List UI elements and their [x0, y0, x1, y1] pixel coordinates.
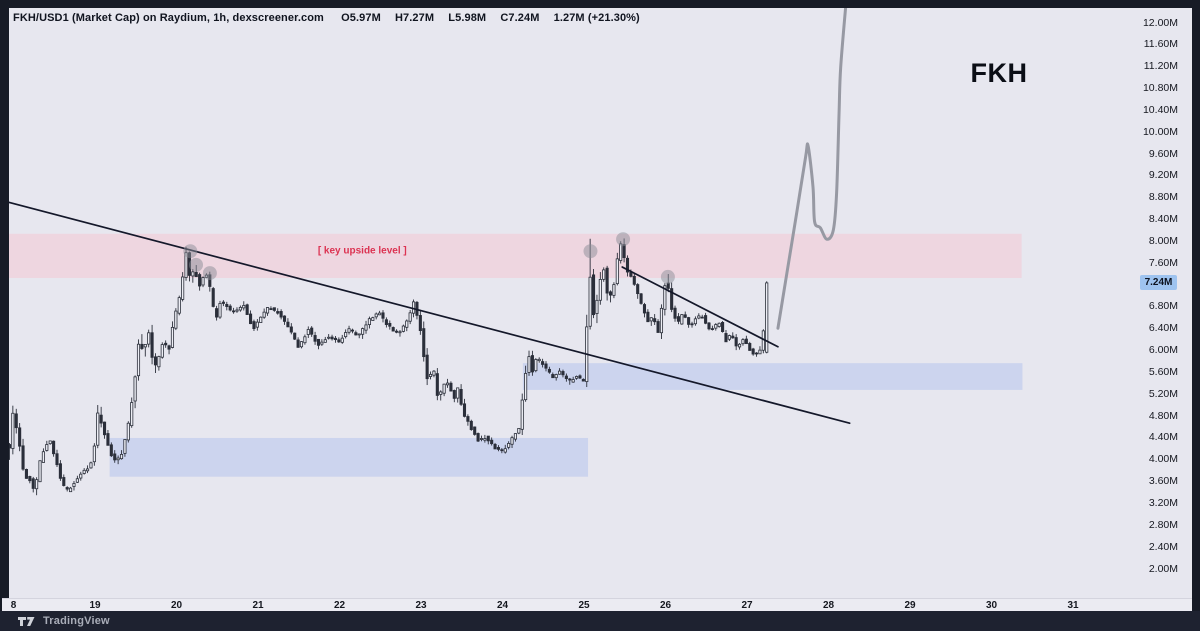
symbol-title: FKH/USD1 (Market Cap) on Raydium, 1h, de… [13, 12, 324, 24]
swing-high-marker[interactable] [189, 257, 204, 272]
price-tick-label: 3.20M [1148, 496, 1178, 509]
price-tick-label: 4.40M [1148, 431, 1178, 444]
time-tick-label: 30 [985, 600, 998, 611]
time-tick-label: 31 [1067, 600, 1079, 611]
time-tick-label: 29 [904, 600, 916, 611]
ohlc-low: L5.98M [448, 12, 487, 24]
major-descending-trendline[interactable] [9, 200, 851, 425]
projection-drawing[interactable] [776, 8, 848, 330]
price-tick-label: 10.40M [1142, 103, 1178, 116]
price-tick-label: 5.60M [1148, 365, 1178, 378]
candles-layer [9, 238, 769, 496]
time-tick-label: 21 [252, 600, 264, 611]
tradingview-brand[interactable]: TradingView [43, 615, 110, 627]
price-tick-label: 10.00M [1142, 125, 1178, 138]
swing-high-marker[interactable] [202, 266, 217, 281]
ohlc-change: 1.27M (+21.30%) [553, 12, 640, 24]
symbol-watermark: FKH [970, 58, 1028, 88]
price-tick-label: 2.80M [1148, 518, 1178, 531]
key-upside-level-zone[interactable] [9, 233, 1022, 278]
time-tick-label: 20 [170, 600, 183, 611]
price-tick-label: 8.40M [1148, 213, 1178, 226]
price-chart-plot[interactable]: [ key upside level ] [9, 8, 1145, 598]
minor-descending-trendline[interactable] [621, 266, 779, 348]
swing-high-marker[interactable] [183, 244, 198, 259]
price-tick-label: 2.40M [1148, 540, 1178, 553]
last-price-label: 7.24M [1140, 275, 1177, 291]
time-axis[interactable]: 8 19 20 21 22 23 24 25 26 27 28 29 30 31 [2, 598, 1192, 612]
price-tick-label: 4.00M [1148, 453, 1178, 466]
ohlc-close: C7.24M [500, 12, 540, 24]
price-tick-label: 8.80M [1148, 191, 1178, 204]
price-tick-label: 6.00M [1148, 344, 1178, 357]
price-tick-label: 9.60M [1148, 147, 1178, 160]
price-tick-label: 4.80M [1148, 409, 1178, 422]
price-tick-label: 3.60M [1148, 475, 1178, 488]
price-tick-label: 9.20M [1148, 169, 1178, 182]
ohlc-open: O5.97M [341, 12, 381, 24]
swing-high-marker[interactable] [583, 244, 598, 259]
time-tick-label: 24 [496, 600, 509, 611]
time-tick-label: 22 [333, 600, 346, 611]
price-tick-label: 6.80M [1148, 300, 1178, 313]
symbol-legend: FKH/USD1 (Market Cap) on Raydium, 1h, de… [13, 12, 651, 24]
footer-bar: TradingView [0, 611, 1200, 631]
time-tick-label: 8 [10, 600, 17, 611]
price-tick-label: 11.20M [1143, 60, 1178, 73]
price-tick-label: 6.40M [1148, 322, 1178, 335]
key-upside-level-label: [ key upside level ] [318, 246, 407, 257]
price-axis[interactable]: 7.24M 12.00M 11.60M 11.20M 10.80M 10.40M 10.0… [1140, 8, 1192, 598]
price-tick-label: 10.80M [1142, 82, 1178, 95]
demand-zone-mid-zone[interactable] [522, 363, 1023, 390]
price-tick-label: 5.20M [1148, 387, 1178, 400]
price-tick-label: 12.00M [1142, 16, 1178, 29]
ohlc-high: H7.27M [395, 12, 435, 24]
trendlines-layer[interactable] [9, 200, 851, 425]
time-tick-label: 27 [741, 600, 753, 611]
price-tick-label: 2.00M [1148, 562, 1178, 575]
demand-zone-low-zone[interactable] [109, 437, 589, 477]
swing-high-marker[interactable] [660, 269, 675, 284]
swing-high-markers-layer[interactable] [183, 232, 675, 284]
chart-panel: FKH/USD1 (Market Cap) on Raydium, 1h, de… [2, 8, 1192, 612]
price-tick-label: 8.00M [1148, 234, 1178, 247]
time-tick-label: 26 [659, 600, 672, 611]
time-tick-label: 19 [89, 600, 101, 611]
tradingview-logo-icon[interactable] [17, 616, 36, 627]
swing-high-marker[interactable] [616, 232, 631, 247]
time-tick-label: 25 [578, 600, 590, 611]
price-tick-label: 7.60M [1148, 256, 1178, 269]
price-tick-label: 11.60M [1143, 38, 1178, 51]
time-tick-label: 28 [822, 600, 835, 611]
time-tick-label: 23 [415, 600, 427, 611]
